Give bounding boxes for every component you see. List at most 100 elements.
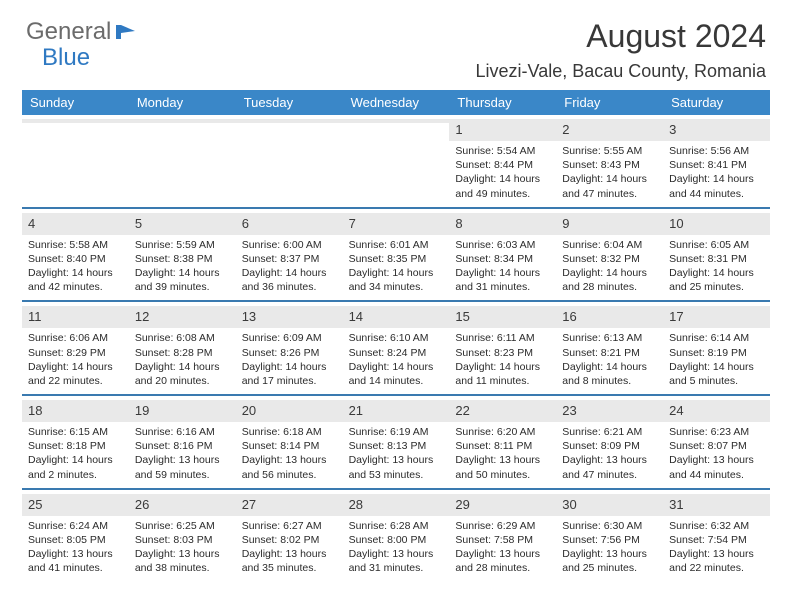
daylight-text: Daylight: 13 hours and 50 minutes.	[455, 453, 550, 481]
sunset-text: Sunset: 8:19 PM	[669, 346, 764, 360]
sunset-text: Sunset: 8:34 PM	[455, 252, 550, 266]
day-info: Sunrise: 6:28 AMSunset: 8:00 PMDaylight:…	[349, 519, 444, 576]
daylight-text: Daylight: 13 hours and 47 minutes.	[562, 453, 657, 481]
day-cell: 30Sunrise: 6:30 AMSunset: 7:56 PMDayligh…	[556, 490, 663, 582]
day-cell: 18Sunrise: 6:15 AMSunset: 8:18 PMDayligh…	[22, 396, 129, 488]
day-info: Sunrise: 6:09 AMSunset: 8:26 PMDaylight:…	[242, 331, 337, 388]
sunset-text: Sunset: 8:29 PM	[28, 346, 123, 360]
day-number: 26	[135, 497, 149, 512]
day-number: 15	[455, 309, 469, 324]
day-info: Sunrise: 6:21 AMSunset: 8:09 PMDaylight:…	[562, 425, 657, 482]
sunrise-text: Sunrise: 6:15 AM	[28, 425, 123, 439]
sunrise-text: Sunrise: 6:25 AM	[135, 519, 230, 533]
sunrise-text: Sunrise: 6:18 AM	[242, 425, 337, 439]
daylight-text: Daylight: 13 hours and 44 minutes.	[669, 453, 764, 481]
day-cell	[22, 115, 129, 207]
day-number: 8	[455, 216, 462, 231]
sunrise-text: Sunrise: 6:19 AM	[349, 425, 444, 439]
day-info: Sunrise: 6:04 AMSunset: 8:32 PMDaylight:…	[562, 238, 657, 295]
brand-logo: General Blue	[26, 18, 137, 46]
day-cell: 26Sunrise: 6:25 AMSunset: 8:03 PMDayligh…	[129, 490, 236, 582]
day-info: Sunrise: 6:15 AMSunset: 8:18 PMDaylight:…	[28, 425, 123, 482]
sunset-text: Sunset: 8:16 PM	[135, 439, 230, 453]
daylight-text: Daylight: 13 hours and 28 minutes.	[455, 547, 550, 575]
sunrise-text: Sunrise: 6:23 AM	[669, 425, 764, 439]
day-number-row: 15	[449, 306, 556, 328]
sunrise-text: Sunrise: 6:13 AM	[562, 331, 657, 345]
day-cell: 7Sunrise: 6:01 AMSunset: 8:35 PMDaylight…	[343, 209, 450, 301]
day-cell: 28 Sunrise: 6:28 AMSunset: 8:00 PMDayligh…	[343, 490, 450, 582]
sunrise-text: Sunrise: 6:01 AM	[349, 238, 444, 252]
day-cell: 17Sunrise: 6:14 AMSunset: 8:19 PMDayligh…	[663, 302, 770, 394]
sunrise-text: Sunrise: 6:03 AM	[455, 238, 550, 252]
day-info: Sunrise: 6:01 AMSunset: 8:35 PMDaylight:…	[349, 238, 444, 295]
sunrise-text: Sunrise: 6:11 AM	[455, 331, 550, 345]
week-row: 25 Sunrise: 6:24 AMSunset: 8:05 PM Dayligh…	[22, 490, 770, 582]
day-cell: 11Sunrise: 6:06 AMSunset: 8:29 PMDayligh…	[22, 302, 129, 394]
day-info: Sunrise: 6:30 AMSunset: 7:56 PMDaylight:…	[562, 519, 657, 576]
day-cell: 15Sunrise: 6:11 AMSunset: 8:23 PMDayligh…	[449, 302, 556, 394]
day-info: Sunrise: 6:16 AMSunset: 8:16 PMDaylight:…	[135, 425, 230, 482]
day-info: Sunrise: 5:59 AMSunset: 8:38 PMDaylight:…	[135, 238, 230, 295]
sunset-text: Sunset: 8:38 PM	[135, 252, 230, 266]
location: Livezi-Vale, Bacau County, Romania	[476, 61, 766, 82]
day-number: 9	[562, 216, 569, 231]
brand-part1: General	[26, 18, 111, 46]
sunset-text: Sunset: 7:54 PM	[669, 533, 764, 547]
day-number-row: 31	[663, 494, 770, 516]
sunset-text: Sunset: 8:41 PM	[669, 158, 764, 172]
week-row: 18Sunrise: 6:15 AMSunset: 8:18 PMDayligh…	[22, 396, 770, 490]
sunrise-text: Sunrise: 6:28 AM	[349, 519, 444, 533]
day-number: 25	[28, 497, 42, 512]
day-number: 1	[455, 122, 462, 137]
daylight-text: Daylight: 13 hours and 31 minutes.	[349, 547, 444, 575]
sunrise-text: Sunrise: 6:16 AM	[135, 425, 230, 439]
sunset-text: Sunset: 8:31 PM	[669, 252, 764, 266]
day-cell: 1Sunrise: 5:54 AMSunset: 8:44 PMDaylight…	[449, 115, 556, 207]
day-info: Sunrise: 6:08 AMSunset: 8:28 PMDaylight:…	[135, 331, 230, 388]
day-number: 17	[669, 309, 683, 324]
day-number-row: 27	[236, 494, 343, 516]
daylight-text: Daylight: 13 hours and 22 minutes.	[669, 547, 764, 575]
day-cell: 20Sunrise: 6:18 AMSunset: 8:14 PMDayligh…	[236, 396, 343, 488]
header: General Blue August 2024 Livezi-Vale, Ba…	[0, 0, 792, 90]
day-number-row: 28	[343, 494, 450, 516]
day-cell: 22Sunrise: 6:20 AMSunset: 8:11 PMDayligh…	[449, 396, 556, 488]
sunset-text: Sunset: 8:44 PM	[455, 158, 550, 172]
day-number: 5	[135, 216, 142, 231]
day-cell: 25Sunrise: 6:24 AMSunset: 8:05 PMDayligh…	[22, 490, 129, 582]
daylight-text: Daylight: 14 hours and 47 minutes.	[562, 172, 657, 200]
day-number-row: 14	[343, 306, 450, 328]
day-cell: 4Sunrise: 5:58 AMSunset: 8:40 PMDaylight…	[22, 209, 129, 301]
sunset-text: Sunset: 8:35 PM	[349, 252, 444, 266]
day-number-row: 2	[556, 119, 663, 141]
sunrise-text: Sunrise: 6:30 AM	[562, 519, 657, 533]
day-cell: 5 Sunrise: 5:59 AMSunset: 8:38 PMDaylight…	[129, 209, 236, 301]
day-number-row: 29	[449, 494, 556, 516]
sunset-text: Sunset: 8:13 PM	[349, 439, 444, 453]
sunrise-text: Sunrise: 6:04 AM	[562, 238, 657, 252]
daylight-text: Daylight: 14 hours and 39 minutes.	[135, 266, 230, 294]
weekday-header: Thursday	[449, 90, 556, 115]
sunrise-text: Sunrise: 6:06 AM	[28, 331, 123, 345]
title-block: August 2024 Livezi-Vale, Bacau County, R…	[476, 18, 766, 82]
sunset-text: Sunset: 8:00 PM	[349, 533, 444, 547]
sunrise-text: Sunrise: 6:09 AM	[242, 331, 337, 345]
sunset-text: Sunset: 8:05 PM	[28, 533, 123, 547]
weekday-header: Friday	[556, 90, 663, 115]
sunset-text: Sunset: 8:28 PM	[135, 346, 230, 360]
weekday-header: Tuesday	[236, 90, 343, 115]
sunrise-text: Sunrise: 5:55 AM	[562, 144, 657, 158]
sunset-text: Sunset: 8:09 PM	[562, 439, 657, 453]
daylight-text: Daylight: 13 hours and 59 minutes.	[135, 453, 230, 481]
day-number: 6	[242, 216, 249, 231]
sunset-text: Sunset: 8:32 PM	[562, 252, 657, 266]
weekday-header: Sunday	[22, 90, 129, 115]
day-cell: 8Sunrise: 6:03 AMSunset: 8:34 PMDaylight…	[449, 209, 556, 301]
day-number-row: 13	[236, 306, 343, 328]
day-number: 24	[669, 403, 683, 418]
day-number-row: 4	[22, 213, 129, 235]
sunrise-text: Sunrise: 6:32 AM	[669, 519, 764, 533]
sunrise-text: Sunrise: 6:24 AM	[28, 519, 123, 533]
day-cell: 14Sunrise: 6:10 AMSunset: 8:24 PMDayligh…	[343, 302, 450, 394]
